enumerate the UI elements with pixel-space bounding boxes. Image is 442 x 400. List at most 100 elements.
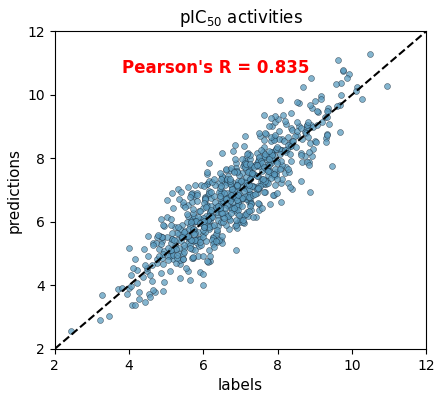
Point	[288, 110, 295, 116]
Point	[273, 189, 280, 196]
Point	[253, 214, 260, 220]
Point	[126, 285, 133, 292]
Point	[206, 160, 213, 166]
Point	[276, 146, 283, 153]
Point	[325, 121, 332, 127]
Point	[271, 134, 278, 140]
Point	[297, 125, 304, 132]
Point	[213, 235, 220, 241]
Point	[200, 234, 207, 240]
Point	[324, 108, 331, 114]
Point	[168, 240, 175, 246]
Point	[156, 233, 163, 240]
Point	[219, 174, 226, 180]
Point	[254, 173, 261, 179]
Point	[227, 175, 234, 182]
Point	[240, 220, 248, 226]
Point	[222, 167, 229, 174]
Point	[305, 149, 312, 155]
Point	[194, 236, 201, 242]
Point	[143, 268, 150, 274]
Point	[303, 124, 310, 130]
Point	[253, 160, 260, 167]
Point	[246, 198, 253, 204]
Point	[232, 194, 239, 200]
Point	[261, 189, 268, 195]
Point	[247, 176, 254, 182]
Point	[187, 241, 194, 248]
Point	[267, 148, 274, 155]
Point	[131, 256, 138, 262]
Point	[147, 271, 154, 278]
Point	[206, 246, 213, 253]
Point	[206, 215, 213, 222]
Point	[194, 253, 202, 260]
Point	[176, 275, 183, 282]
Point	[191, 219, 198, 225]
Point	[278, 136, 286, 143]
Point	[253, 163, 260, 169]
Point	[262, 131, 269, 138]
Point	[192, 182, 199, 188]
Point	[217, 183, 225, 190]
Point	[271, 137, 278, 144]
Point	[160, 250, 167, 257]
Point	[242, 196, 249, 202]
Point	[246, 168, 253, 174]
Point	[250, 164, 257, 170]
Point	[248, 191, 255, 198]
Point	[273, 158, 280, 165]
Point	[255, 130, 263, 136]
Point	[218, 199, 225, 206]
Point	[269, 192, 276, 198]
Point	[222, 222, 229, 228]
Point	[234, 199, 241, 206]
Point	[248, 200, 255, 206]
Point	[188, 191, 195, 198]
Point	[306, 101, 313, 108]
Point	[209, 212, 216, 219]
Point	[239, 202, 246, 209]
Point	[217, 205, 224, 211]
Point	[165, 257, 172, 263]
Point	[154, 256, 161, 262]
Point	[202, 204, 209, 210]
Point	[228, 192, 235, 198]
Point	[167, 216, 174, 222]
Point	[297, 150, 305, 157]
Point	[188, 192, 195, 198]
Point	[194, 192, 201, 198]
Point	[233, 203, 240, 209]
Point	[174, 255, 181, 262]
Point	[179, 256, 186, 262]
Point	[202, 197, 209, 204]
Point	[196, 208, 203, 215]
Point	[260, 137, 267, 143]
Point	[233, 169, 240, 176]
Point	[240, 217, 247, 223]
Point	[214, 209, 221, 215]
Point	[265, 167, 272, 173]
Point	[189, 238, 196, 244]
Point	[191, 213, 198, 220]
Point	[167, 247, 174, 253]
Point	[160, 248, 168, 254]
Point	[199, 271, 206, 278]
Point	[207, 188, 214, 195]
Point	[191, 226, 198, 232]
Point	[202, 196, 209, 202]
Point	[208, 203, 215, 209]
Point	[302, 129, 309, 135]
Point	[264, 168, 271, 174]
Point	[250, 171, 257, 177]
Point	[209, 237, 216, 243]
Point	[185, 233, 192, 240]
Point	[145, 233, 152, 239]
Point	[194, 218, 202, 224]
Point	[271, 182, 278, 188]
Point	[273, 146, 280, 152]
Point	[213, 231, 220, 237]
Point	[217, 210, 224, 216]
Point	[144, 253, 151, 260]
Point	[248, 170, 255, 176]
